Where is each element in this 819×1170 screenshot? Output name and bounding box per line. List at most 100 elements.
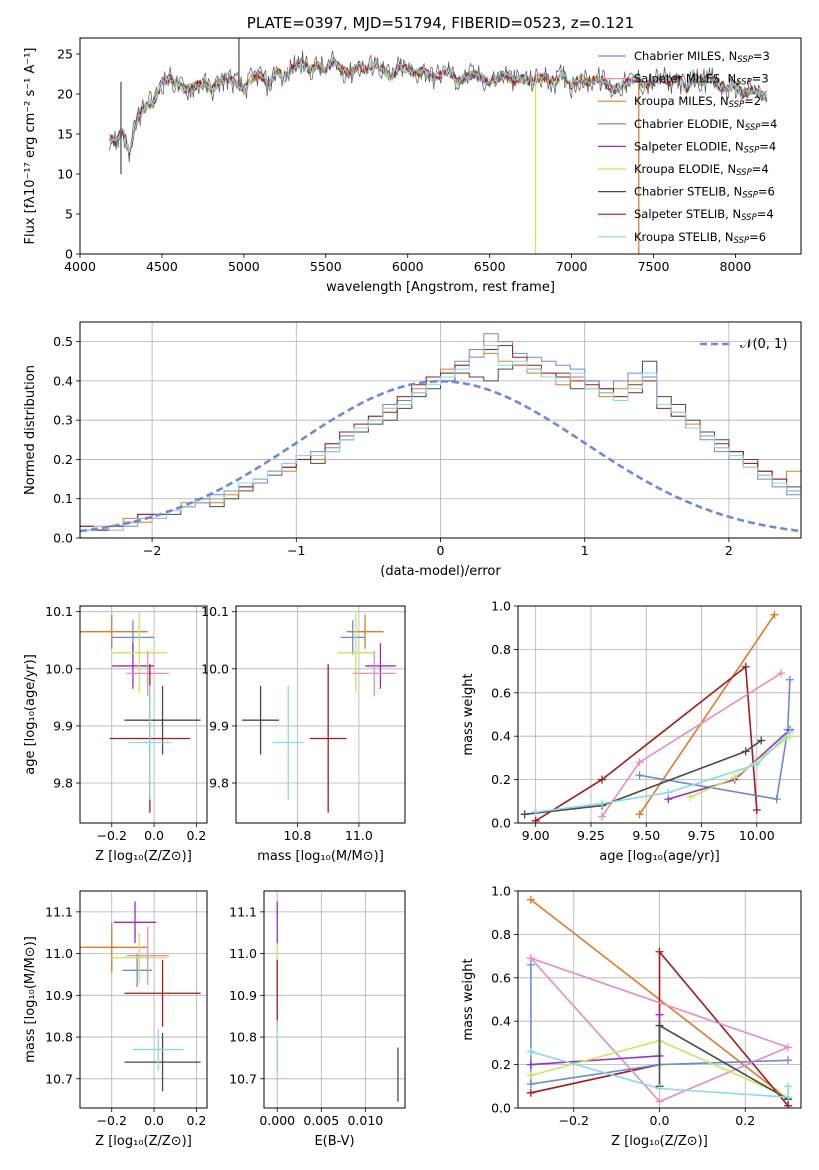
weight-vs-z-frame xyxy=(517,890,802,1109)
weight-vs-age-plot-area xyxy=(518,606,801,823)
legend-label-text: Kroupa STELIB, N xyxy=(634,230,734,244)
weight-point-marker xyxy=(635,771,644,780)
weight-vs-z-xlabel: Z [log₁₀(Z/Z⊙)] xyxy=(611,1134,708,1149)
weight-vs-age-xtick-label: 9.00 xyxy=(522,828,550,843)
weight-vs-z-ytick-label: 0.0 xyxy=(491,1101,511,1116)
residuals-xtick-label: 1 xyxy=(581,543,589,558)
mass-vs-ebv-frame xyxy=(263,890,406,1109)
residuals-ytick-label: 0.3 xyxy=(53,413,73,428)
histogram-series xyxy=(80,345,801,538)
weight-vs-z-ytick-label: 1.0 xyxy=(491,884,511,899)
gaussian-overlay xyxy=(80,379,801,533)
age-vs-mass-xlabel: mass [log₁₀(M/M⊙)] xyxy=(257,849,384,864)
weight-point-marker xyxy=(526,1080,535,1089)
spectrum-ylabel: Flux [fλ10⁻¹⁷ erg cm⁻² s⁻¹ A⁻¹] xyxy=(23,48,38,245)
legend-label: Chabrier STELIB, NSSP=6 xyxy=(634,185,775,201)
mass-vs-ebv-xtick-label: 0.010 xyxy=(347,1113,383,1128)
mass-vs-z-xtick-label: 0.0 xyxy=(144,1113,164,1128)
weight-vs-z-chart: −0.2 0.0 0.2 0.0 0.2 0.4 0.6 0.8 1.0 Z [log₁₀(Z/Z… xyxy=(461,884,802,1149)
age-vs-z-xtick-label: 0.0 xyxy=(144,828,164,843)
legend-label-sub: SSP xyxy=(729,100,745,110)
weight-point-marker xyxy=(526,1088,535,1097)
legend-label-value: =3 xyxy=(753,49,770,63)
weight-vs-age-ytick-label: 0.8 xyxy=(491,642,511,657)
age-vs-z-plot-area xyxy=(80,606,207,823)
residuals-ylabel: Normed distribution xyxy=(23,365,38,495)
weight-point-marker xyxy=(655,947,664,956)
mass-vs-ebv-xlabel: E(B-V) xyxy=(314,1134,354,1149)
legend-label: 𝒩(0, 1) xyxy=(740,337,787,352)
weight-series-line xyxy=(530,949,789,1107)
weight-vs-z-xtick-label: −0.2 xyxy=(559,1113,589,1128)
residuals-chart: −2 −1 0 1 2 0.0 0.1 0.2 0.3 0.4 0.5 (data-model)/er… xyxy=(23,321,802,579)
legend-label-text: Chabrier ELODIE, N xyxy=(634,117,745,131)
legend-label-text: Salpeter MILES, N xyxy=(634,72,736,86)
legend-label-text: Kroupa ELODIE, N xyxy=(634,162,736,176)
mass-vs-z-plot-area xyxy=(80,891,207,1108)
age-vs-z-ylabel: age [log₁₀(age/yr)] xyxy=(23,654,38,775)
weight-point-marker xyxy=(741,747,750,756)
spectrum-ytick-label: 20 xyxy=(57,87,73,102)
spectrum-ytick-label: 5 xyxy=(65,207,73,222)
spectrum-ytick-label: 0 xyxy=(65,247,73,262)
weight-point-marker xyxy=(785,675,794,684)
weight-vs-age-xtick-label: 10.00 xyxy=(739,828,775,843)
spectrum-xtick-label: 5000 xyxy=(228,259,260,274)
spectrum-xtick-label: 6000 xyxy=(392,259,424,274)
legend-label-value: =4 xyxy=(752,162,769,176)
mass-vs-ebv-chart: 0.000 0.005 0.010 10.7 10.8 10.9 11.0 11.1 E(B-V… xyxy=(229,890,406,1149)
spectrum-xtick-label: 4500 xyxy=(146,259,178,274)
weight-point-marker xyxy=(752,805,761,814)
weight-series-line xyxy=(535,665,758,822)
age-vs-z-xlabel: Z [log₁₀(Z/Z⊙)] xyxy=(95,849,192,864)
age-vs-z-ytick-label: 9.9 xyxy=(53,718,73,733)
age-vs-mass-ytick-label: 9.9 xyxy=(209,718,229,733)
mass-vs-ebv-ytick-label: 10.8 xyxy=(229,1030,257,1045)
spectrum-ytick-label: 10 xyxy=(57,167,73,182)
age-vs-z-ytick-label: 10.1 xyxy=(45,604,73,619)
mass-vs-ebv-ytick-label: 11.1 xyxy=(229,904,257,919)
weight-point-marker xyxy=(770,610,779,619)
weight-series-line xyxy=(524,739,762,816)
residuals-plot-area xyxy=(80,322,801,538)
legend-label-sub: SSP xyxy=(745,123,761,133)
weight-point-marker xyxy=(526,895,535,904)
legend-label: Chabrier ELODIE, NSSP=4 xyxy=(634,117,777,133)
age-vs-mass-plot-area xyxy=(236,606,405,823)
weight-vs-z-xtick-label: 0.0 xyxy=(650,1113,670,1128)
mass-vs-z-ytick-label: 10.9 xyxy=(45,988,73,1003)
weight-point-marker xyxy=(777,669,786,678)
legend-label: Salpeter MILES, NSSP=3 xyxy=(634,72,769,88)
weight-series-line xyxy=(668,729,791,800)
weight-vs-age-xtick-label: 9.75 xyxy=(688,828,716,843)
spectrum-xtick-label: 7000 xyxy=(556,259,588,274)
legend-label-text: Salpeter STELIB, N xyxy=(634,207,741,221)
weight-series-line xyxy=(530,957,791,1103)
weight-series-line xyxy=(658,1024,789,1100)
legend-label: Kroupa ELODIE, NSSP=4 xyxy=(634,162,769,178)
weight-vs-age-ytick-label: 0.6 xyxy=(491,685,511,700)
weight-point-marker xyxy=(655,1097,664,1106)
weight-point-marker xyxy=(655,1010,664,1019)
mass-vs-ebv-ytick-label: 11.0 xyxy=(229,946,257,961)
chart-title: PLATE=0397, MJD=51794, FIBERID=0523, z=0… xyxy=(247,14,634,32)
weight-vs-z-xtick-label: 0.2 xyxy=(735,1113,755,1128)
mass-vs-ebv-plot-area xyxy=(264,891,405,1108)
spectrum-xlabel: wavelength [Angstrom, rest frame] xyxy=(326,280,555,295)
weight-point-marker xyxy=(635,810,644,819)
weight-vs-z-ytick-label: 0.6 xyxy=(491,970,511,985)
age-vs-mass-frame xyxy=(235,605,406,824)
age-vs-mass-ytick-label: 10.0 xyxy=(201,661,229,676)
mass-vs-z-xlabel: Z [log₁₀(Z/Z⊙)] xyxy=(95,1134,192,1149)
legend-label-sub: SSP xyxy=(736,78,752,88)
legend-label: Salpeter STELIB, NSSP=4 xyxy=(634,207,774,223)
spectrum-plot-area xyxy=(109,38,768,254)
mass-vs-ebv-ytick-label: 10.7 xyxy=(229,1071,257,1086)
residuals-xtick-label: 2 xyxy=(725,543,733,558)
spectrum-xtick-label: 5500 xyxy=(310,259,342,274)
weight-vs-z-plot-area xyxy=(518,891,801,1108)
weight-vs-age-ytick-label: 0.2 xyxy=(491,772,511,787)
weight-vs-z-ytick-label: 0.2 xyxy=(491,1057,511,1072)
weight-vs-age-xlabel: age [log₁₀(age/yr)] xyxy=(599,849,720,864)
residuals-frame xyxy=(79,321,802,539)
